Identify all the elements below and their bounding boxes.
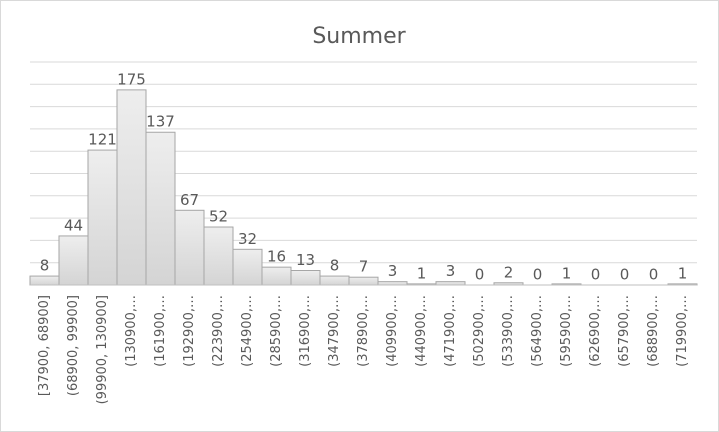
- x-tick-label: (440900,…: [414, 295, 429, 367]
- data-label: 1: [562, 264, 572, 282]
- x-tick-label: (68900, 99900]: [66, 295, 81, 396]
- x-tick-label: (99900, 130900]: [95, 295, 110, 404]
- bar: [435, 281, 466, 286]
- data-label: 0: [620, 266, 630, 284]
- x-tick-label: (285900,…: [269, 295, 284, 367]
- data-label: 8: [40, 257, 50, 275]
- bar: [232, 248, 263, 286]
- x-tick-label: (719900,…: [675, 295, 690, 367]
- data-label: 67: [180, 191, 199, 209]
- bar: [29, 275, 60, 286]
- data-label: 1: [417, 264, 427, 282]
- x-tick-label: (378900,…: [356, 295, 371, 367]
- x-tick-label: (192900,…: [182, 295, 197, 367]
- x-tick-label: [37900, 68900]: [37, 295, 52, 396]
- x-tick-label: (688900,…: [646, 295, 661, 367]
- x-tick-label: (564900,…: [530, 295, 545, 367]
- data-label: 8: [330, 257, 340, 275]
- bar: [174, 209, 205, 286]
- bar: [87, 149, 118, 286]
- x-tick-label: (223900,…: [211, 295, 226, 367]
- x-tick-label: (502900,…: [472, 295, 487, 367]
- x-tick-label: (533900,…: [501, 295, 516, 367]
- data-label: 175: [117, 70, 146, 88]
- x-tick-label: (657900,…: [617, 295, 632, 367]
- data-label: 32: [238, 230, 257, 248]
- bar: [348, 276, 379, 286]
- chart-title: Summer: [312, 24, 406, 49]
- bar: [261, 266, 292, 286]
- x-tick-label: (130900,…: [124, 295, 139, 367]
- data-label: 0: [591, 266, 601, 284]
- bar: [203, 226, 234, 286]
- data-label: 3: [388, 262, 398, 280]
- bar: [58, 235, 89, 286]
- data-label: 3: [446, 262, 456, 280]
- data-label: 0: [533, 266, 543, 284]
- data-label: 52: [209, 208, 228, 226]
- data-label: 0: [475, 266, 485, 284]
- bar: [116, 89, 147, 286]
- x-tick-label: (161900,…: [153, 295, 168, 367]
- data-label: 44: [64, 216, 83, 234]
- data-label: 7: [359, 258, 369, 276]
- data-label: 2: [504, 263, 514, 281]
- bar: [319, 275, 350, 286]
- x-tick-label: (595900,…: [559, 295, 574, 367]
- data-label: 1: [678, 264, 688, 282]
- data-label: 13: [296, 251, 315, 269]
- x-tick-label: (626900,…: [588, 295, 603, 367]
- data-label: 121: [88, 131, 117, 149]
- data-label: 137: [146, 113, 175, 131]
- bar: [145, 131, 176, 286]
- data-label: 16: [267, 248, 286, 266]
- bar: [290, 270, 321, 286]
- x-tick-label: (254900,…: [240, 295, 255, 367]
- x-tick-label: (471900,…: [443, 295, 458, 367]
- x-tick-label: (409900,…: [385, 295, 400, 367]
- data-label: 0: [649, 266, 659, 284]
- x-tick-label: (347900,…: [327, 295, 342, 367]
- x-tick-label: (316900,…: [298, 295, 313, 367]
- bar: [377, 281, 408, 286]
